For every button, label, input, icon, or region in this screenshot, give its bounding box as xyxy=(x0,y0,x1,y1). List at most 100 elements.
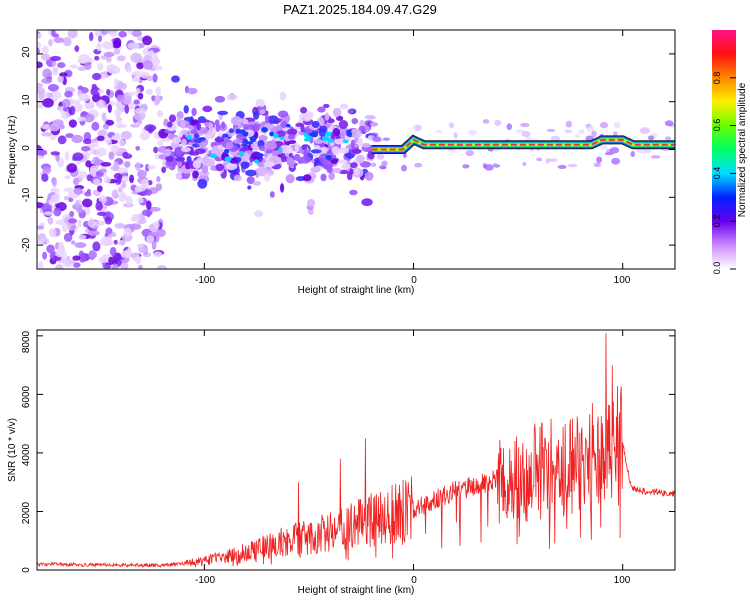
spectrogram-blob xyxy=(647,135,655,141)
spectrogram-blob xyxy=(235,128,241,134)
spectrogram-blob xyxy=(97,88,105,94)
spectrogram-blob xyxy=(61,98,71,108)
spectrogram-blob xyxy=(609,147,620,154)
spectrogram-blob xyxy=(41,53,51,61)
spectrogram-blob xyxy=(134,185,142,193)
spectrogram-blob xyxy=(245,141,254,145)
spectrogram-blob xyxy=(333,111,340,118)
spectrogram-blob xyxy=(327,138,334,143)
spectrogram-blob xyxy=(144,124,157,132)
spectrogram-blob xyxy=(69,64,79,69)
spectrogram-blob xyxy=(435,130,443,134)
spectrogram-blob xyxy=(254,159,259,164)
spectrogram-blob xyxy=(131,77,141,83)
spectrogram-blob xyxy=(259,145,265,151)
spectrogram-blob xyxy=(63,195,70,201)
spectrogram-blob xyxy=(74,242,87,249)
spectrogram-blob xyxy=(325,131,332,137)
spectrogram-blob xyxy=(138,264,143,269)
spectrogram-blob xyxy=(303,148,308,159)
spectrogram-blob xyxy=(382,160,387,168)
spectrogram-blob xyxy=(303,111,314,121)
spectrogram-blob xyxy=(225,162,238,171)
spectrogram-blob xyxy=(364,171,374,181)
spectrogram-blob xyxy=(255,98,265,108)
spectrogram-blob xyxy=(62,259,75,268)
spectrogram-blob xyxy=(492,163,498,167)
spectrogram-blob xyxy=(115,124,128,129)
spectrogram-blob xyxy=(156,110,164,118)
spectrogram-blob xyxy=(86,188,91,195)
colorbar-tick-label: 0.8 xyxy=(712,72,722,85)
spectrogram-blob xyxy=(137,197,144,204)
spectrogram-blob xyxy=(376,153,385,160)
spectrogram-blob xyxy=(55,250,68,258)
spectrogram-blob xyxy=(114,78,119,87)
spec-xtick-label: -100 xyxy=(195,275,215,286)
spectrogram-blob xyxy=(293,153,301,162)
snr-series-line xyxy=(37,332,675,569)
spectrogram-blob xyxy=(67,30,78,39)
spectrogram-blob xyxy=(482,119,490,124)
spectrogram-blob xyxy=(187,125,195,130)
spectrogram-blob xyxy=(237,123,243,129)
spec-ytick-label: -20 xyxy=(21,237,32,252)
spectrogram-blob xyxy=(129,174,135,184)
spectrogram-blob xyxy=(73,102,84,112)
spectrogram-blob xyxy=(46,244,55,254)
spectrogram-blob xyxy=(285,123,291,128)
colorbar-tick-label: 0.0 xyxy=(712,262,722,275)
spectrogram-blob xyxy=(64,175,71,180)
spectrogram-blob xyxy=(320,173,327,182)
spectrogram-blob xyxy=(120,130,132,140)
spectrogram-blob xyxy=(313,144,321,151)
spec-ytick-label: 0 xyxy=(21,145,32,151)
spectrogram-blob xyxy=(48,228,57,238)
spectrogram-blob xyxy=(71,99,81,105)
spectrogram-blob xyxy=(37,82,43,89)
spectrogram-blob xyxy=(197,178,208,189)
spectrogram-blob xyxy=(42,251,48,260)
spectrogram-blob xyxy=(215,163,225,172)
spectrogram-blob xyxy=(256,166,268,177)
spectrogram-blob xyxy=(117,167,129,174)
spectrogram-blob xyxy=(346,171,353,181)
spectrogram-blob xyxy=(102,264,112,269)
spectrogram-blob xyxy=(462,164,470,169)
spectrogram-blob xyxy=(93,220,105,226)
spectrogram-blob xyxy=(72,177,80,186)
snr-ytick-label: 6000 xyxy=(21,385,32,408)
spectrogram-blob xyxy=(117,118,122,127)
spectrogram-blob xyxy=(113,161,120,171)
colorbar-ticks xyxy=(730,77,736,270)
spectrogram-blob xyxy=(122,151,129,158)
spectrogram-blob xyxy=(520,122,530,128)
spectrogram-blob xyxy=(118,192,127,203)
spectrogram-blob xyxy=(61,111,71,120)
spectrogram-blob xyxy=(245,169,257,177)
spectrogram-blob xyxy=(599,122,609,129)
spectrogram-blob xyxy=(116,55,126,62)
spectrogram-blob xyxy=(215,123,221,132)
spectrogram-blob xyxy=(78,234,87,241)
spectrogram-blob xyxy=(232,139,243,144)
spectrogram-blob xyxy=(63,106,69,112)
spectrogram-blob xyxy=(76,208,85,214)
spectrogram-blob xyxy=(273,132,279,139)
spectrogram-blob xyxy=(37,144,42,151)
spectrogram-blob xyxy=(50,151,60,156)
spectrogram-blob xyxy=(310,149,322,154)
spectrogram-blob xyxy=(357,137,363,147)
spectrogram-blob xyxy=(76,116,87,122)
spectrogram-panel: -100 0 100 -20 -10 0 10 20 Height of str… xyxy=(7,29,676,296)
spectrogram-blob xyxy=(259,109,266,115)
spectrogram-blob xyxy=(356,154,365,164)
spectrogram-blob xyxy=(557,164,567,170)
spectrogram-blob xyxy=(550,135,561,142)
spectrogram-blob xyxy=(77,219,82,228)
spectrogram-blob xyxy=(134,161,141,171)
spectrogram-blob xyxy=(52,33,60,38)
spectrogram-blob xyxy=(92,241,101,252)
spectrogram-blob xyxy=(77,171,87,179)
spectrogram-blob xyxy=(74,45,80,53)
